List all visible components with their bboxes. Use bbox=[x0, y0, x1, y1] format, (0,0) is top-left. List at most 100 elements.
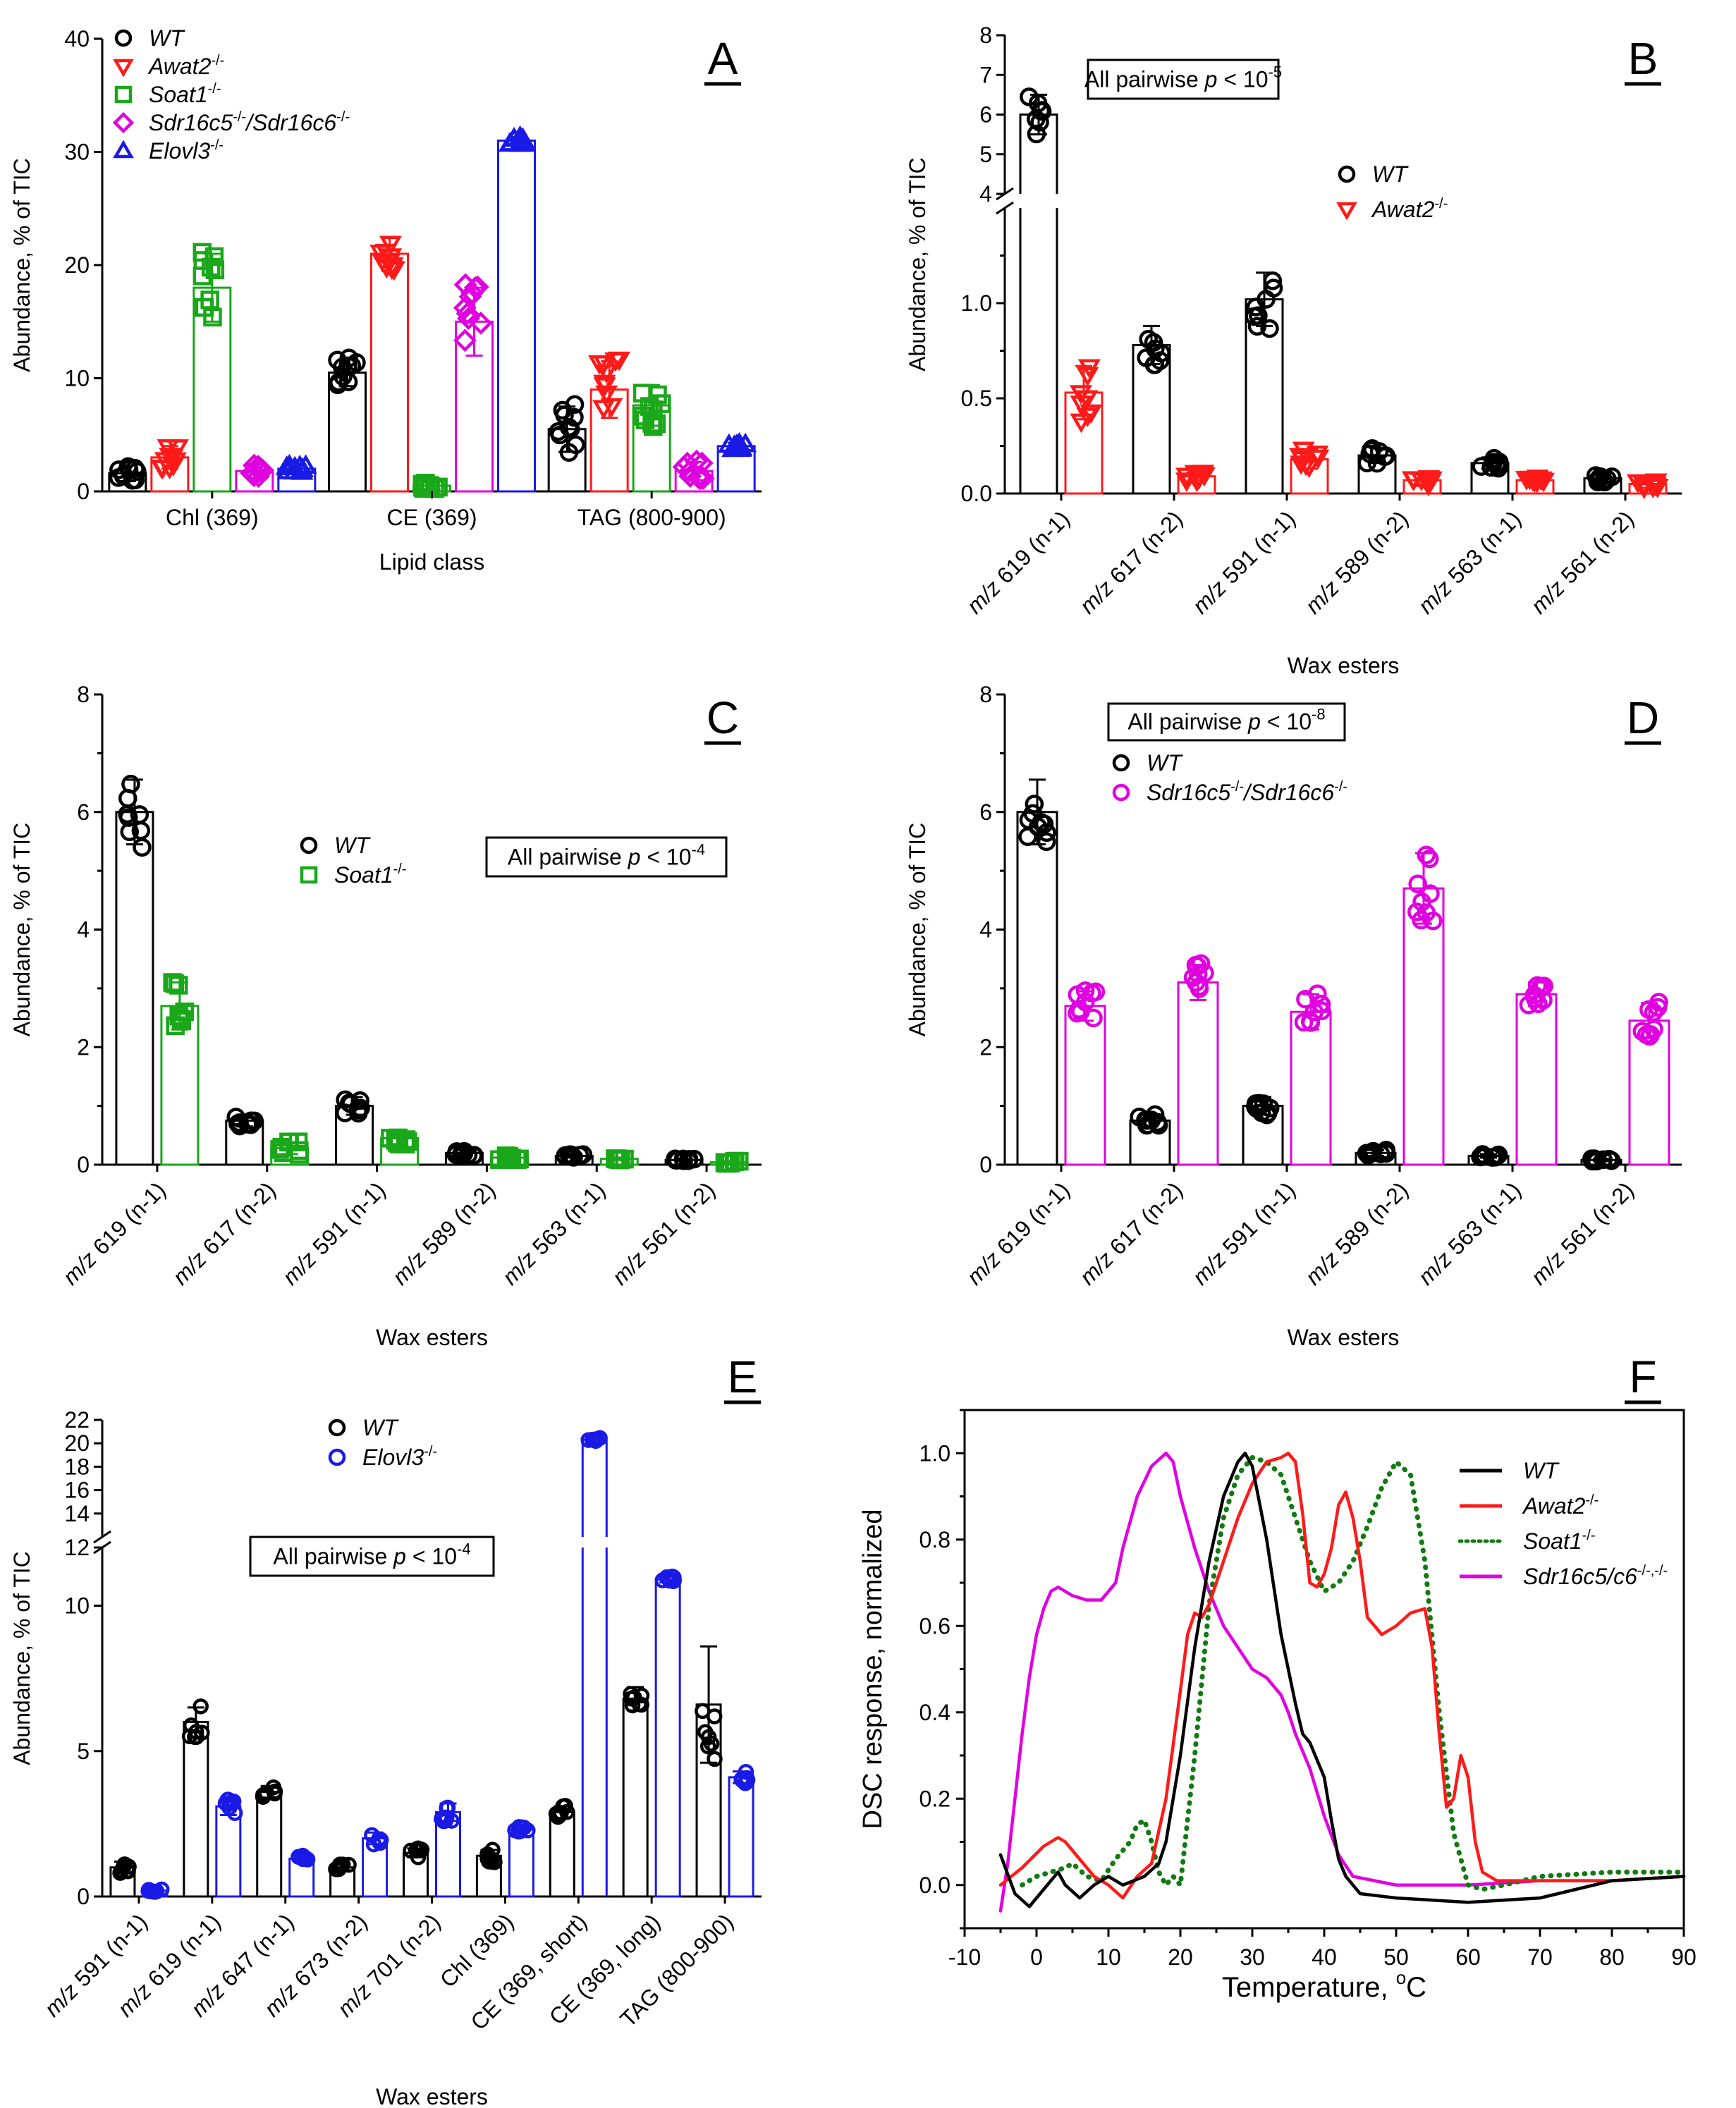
x-category-label: m/z 563 (n-1) bbox=[497, 1177, 610, 1289]
x-category-label: m/z 619 (n-1) bbox=[962, 505, 1075, 618]
bar-sdr bbox=[1290, 1010, 1332, 1166]
data-point-wt bbox=[1376, 446, 1396, 465]
data-point-awat2 bbox=[1076, 407, 1099, 427]
chart-panel-a: 0 10 20 30 40 Chl (369) CE (369) TAG (800-900) L… bbox=[64, 26, 762, 575]
data-point-sdr bbox=[457, 307, 480, 330]
x-category-label: m/z 589 (n-2) bbox=[1300, 1177, 1413, 1289]
data-point-elovl3 bbox=[219, 1791, 236, 1808]
data-point-wt bbox=[699, 1738, 716, 1755]
legend-label-elovl3: Elovl3-/- bbox=[149, 137, 224, 164]
data-point-wt bbox=[565, 407, 584, 427]
y-tick-label: 0.0 bbox=[919, 1873, 950, 1898]
category-text: 617 (n-2) bbox=[193, 1177, 281, 1264]
legend-sup: -/- bbox=[1230, 779, 1244, 795]
data-point-wt bbox=[192, 1698, 209, 1715]
x-title-sup: o bbox=[1396, 1967, 1406, 1988]
data-point-sdr bbox=[1421, 884, 1440, 903]
annotation-p: p bbox=[628, 845, 641, 870]
bar-elovl3 bbox=[654, 1578, 681, 1898]
legend-label-soat1: Soat1-/- bbox=[1523, 1528, 1596, 1554]
data-point-elovl3 bbox=[295, 1847, 311, 1864]
x-axis-title: Wax esters bbox=[1288, 1325, 1400, 1350]
y-tick-label: 4 bbox=[979, 181, 992, 207]
annotation-exp: -5 bbox=[1269, 63, 1283, 81]
data-point-awat2 bbox=[154, 452, 177, 472]
x-tick-label: 40 bbox=[1312, 1944, 1337, 1970]
data-point-wt bbox=[1137, 1111, 1156, 1130]
data-point-awat2 bbox=[161, 457, 185, 477]
data-point-sdr bbox=[1086, 982, 1106, 1001]
y-tick-label: 30 bbox=[64, 140, 90, 165]
data-point-awat2 bbox=[593, 374, 616, 395]
annotation-text: All pairwise p < 10-4 bbox=[508, 841, 705, 870]
data-point-elovl3 bbox=[439, 1800, 455, 1816]
y-tick-label: 40 bbox=[64, 26, 90, 51]
data-point-awat2 bbox=[1294, 456, 1317, 477]
x-tick-label: 0 bbox=[1030, 1944, 1043, 1970]
data-point-wt bbox=[446, 1145, 465, 1164]
category-text: 563 (n-1) bbox=[523, 1177, 611, 1264]
legend-marker-wt bbox=[328, 1418, 346, 1437]
legend-marker-wt bbox=[300, 836, 318, 854]
x-category-label: m/z 561 (n-2) bbox=[607, 1177, 720, 1289]
bar-elovl3 bbox=[497, 139, 536, 493]
annotation-lt: < 10 bbox=[406, 1544, 457, 1569]
data-point-wt bbox=[550, 1808, 566, 1825]
x-tick-label: 80 bbox=[1599, 1944, 1625, 1970]
legend-name: Sdr16c5 bbox=[1147, 780, 1230, 805]
bar-wt bbox=[256, 1791, 283, 1898]
annotation-lt: < 10 bbox=[640, 845, 691, 870]
legend-label-soat1: Soat1-/- bbox=[149, 81, 221, 107]
category-text: 561 (n-2) bbox=[632, 1177, 720, 1264]
legend-name: WT bbox=[1147, 750, 1183, 776]
y-tick-label: 0.5 bbox=[961, 386, 992, 411]
data-point-wt bbox=[1018, 827, 1037, 846]
y-tick-label: 2 bbox=[77, 1034, 90, 1060]
data-point-wt bbox=[1472, 457, 1491, 476]
legend-sup: -/-,-/- bbox=[1637, 1563, 1668, 1579]
legend-label-soat1: Soat1-/- bbox=[334, 862, 407, 888]
data-point-soat1 bbox=[499, 1149, 518, 1169]
y-axis-title: Abundance, % of TIC bbox=[905, 157, 930, 372]
bar-wt bbox=[549, 1810, 575, 1898]
annotation-lt: < 10 bbox=[1217, 67, 1268, 92]
data-point-elovl3 bbox=[444, 1813, 460, 1829]
data-point-soat1 bbox=[429, 477, 448, 497]
data-point-elovl3 bbox=[221, 1799, 238, 1816]
bar-sdr bbox=[1177, 981, 1219, 1166]
series-line-sdr bbox=[998, 1452, 1686, 1913]
data-point-awat2 bbox=[1643, 474, 1666, 494]
x-category-label: m/z 619 (n-1) bbox=[58, 1177, 171, 1289]
annotation-exp: -4 bbox=[692, 841, 706, 859]
data-point-wt bbox=[1260, 1098, 1280, 1118]
y-tick-label: 1.0 bbox=[961, 290, 992, 316]
x-axis-title: Temperature, oC bbox=[1222, 1967, 1426, 2003]
annotation-prefix: All pairwise bbox=[1084, 67, 1205, 92]
x-category-label: m/z 617 (n-2) bbox=[168, 1177, 281, 1289]
data-point-wt bbox=[1249, 306, 1268, 325]
axis-break-mark bbox=[996, 201, 1014, 215]
data-point-sdr bbox=[1417, 845, 1436, 864]
legend-name: WT bbox=[1523, 1458, 1560, 1483]
x-tick-label: 20 bbox=[1168, 1944, 1193, 1970]
data-point-awat2 bbox=[1518, 470, 1541, 491]
y-axis-title: Abundance, % of TIC bbox=[9, 1551, 35, 1765]
x-tick-label: -10 bbox=[948, 1944, 981, 1970]
data-point-soat1 bbox=[169, 1006, 188, 1026]
legend-sup: -/- bbox=[210, 137, 224, 153]
data-point-wt bbox=[1264, 278, 1283, 298]
data-point-awat2 bbox=[592, 355, 616, 375]
data-point-wt bbox=[1148, 1113, 1167, 1132]
legend-marker-sdr bbox=[1112, 783, 1130, 802]
data-point-sdr bbox=[460, 281, 484, 305]
legend-label-awat2: Awat2-/- bbox=[1522, 1493, 1599, 1519]
data-point-soat1 bbox=[201, 257, 221, 277]
x-category-label: m/z 591 (n-1) bbox=[1187, 505, 1300, 618]
bar-wt bbox=[183, 1721, 209, 1898]
data-point-wt bbox=[349, 1100, 368, 1120]
data-point-wt bbox=[338, 372, 358, 391]
category-text: 591 (n-1) bbox=[303, 1177, 391, 1264]
series-line-awat2 bbox=[998, 1452, 1686, 1900]
annotation-p: p bbox=[1247, 709, 1261, 734]
data-point-wt bbox=[118, 804, 137, 824]
